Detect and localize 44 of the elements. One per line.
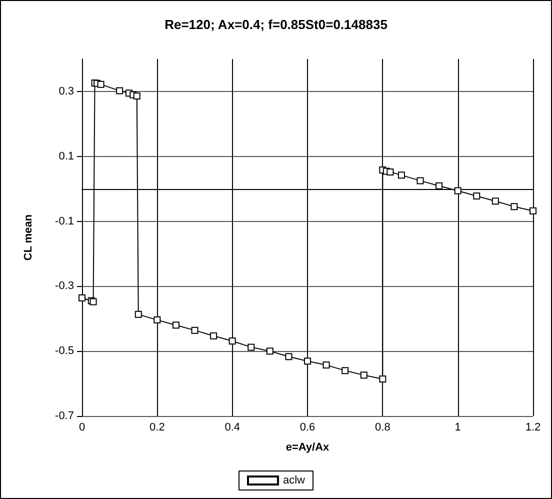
y-tick-label: -0.1 [55, 215, 74, 228]
point [172, 322, 180, 329]
x-tick-label: 0 [78, 422, 86, 434]
point [386, 168, 394, 176]
point [116, 87, 124, 94]
x-tick-label: 1.2 [525, 422, 541, 434]
x-tick-label: 0.8 [375, 422, 390, 434]
point [266, 348, 274, 355]
y-tick-label: -0.3 [55, 280, 74, 292]
point [530, 207, 536, 214]
point [78, 294, 86, 302]
point [97, 80, 104, 88]
point [379, 376, 386, 382]
x-tick-label: 0.4 [224, 422, 240, 434]
x-tick-label: 0.6 [300, 422, 316, 434]
point [133, 92, 140, 100]
point [492, 198, 499, 205]
chart-title: Re=120; Ax=0.4; f=0.85St0=0.148835 [164, 17, 388, 32]
y-tick-label: -0.7 [55, 410, 74, 422]
point [228, 338, 236, 345]
point [154, 316, 161, 324]
y-axis-title: CL mean [22, 214, 34, 261]
y-tick-label: -0.5 [55, 345, 74, 358]
point [454, 187, 462, 194]
x-tick-label: 1 [454, 422, 461, 434]
point [285, 353, 292, 360]
point [191, 326, 198, 334]
point [134, 310, 142, 318]
point [360, 372, 368, 379]
point [342, 367, 349, 374]
point [436, 182, 443, 190]
point [473, 192, 480, 200]
legend-label: aclw [282, 474, 306, 486]
x-tick-label: 0.2 [150, 422, 165, 434]
x-axis-title: e=Ay/Ax [286, 442, 330, 454]
point [398, 172, 405, 179]
point [248, 344, 255, 351]
y-tick-label: 0.3 [58, 85, 74, 98]
point [416, 177, 424, 184]
point [510, 203, 518, 210]
point [210, 332, 218, 340]
y-tick-label: 0.1 [58, 150, 74, 162]
point [304, 358, 311, 365]
point [322, 362, 330, 369]
